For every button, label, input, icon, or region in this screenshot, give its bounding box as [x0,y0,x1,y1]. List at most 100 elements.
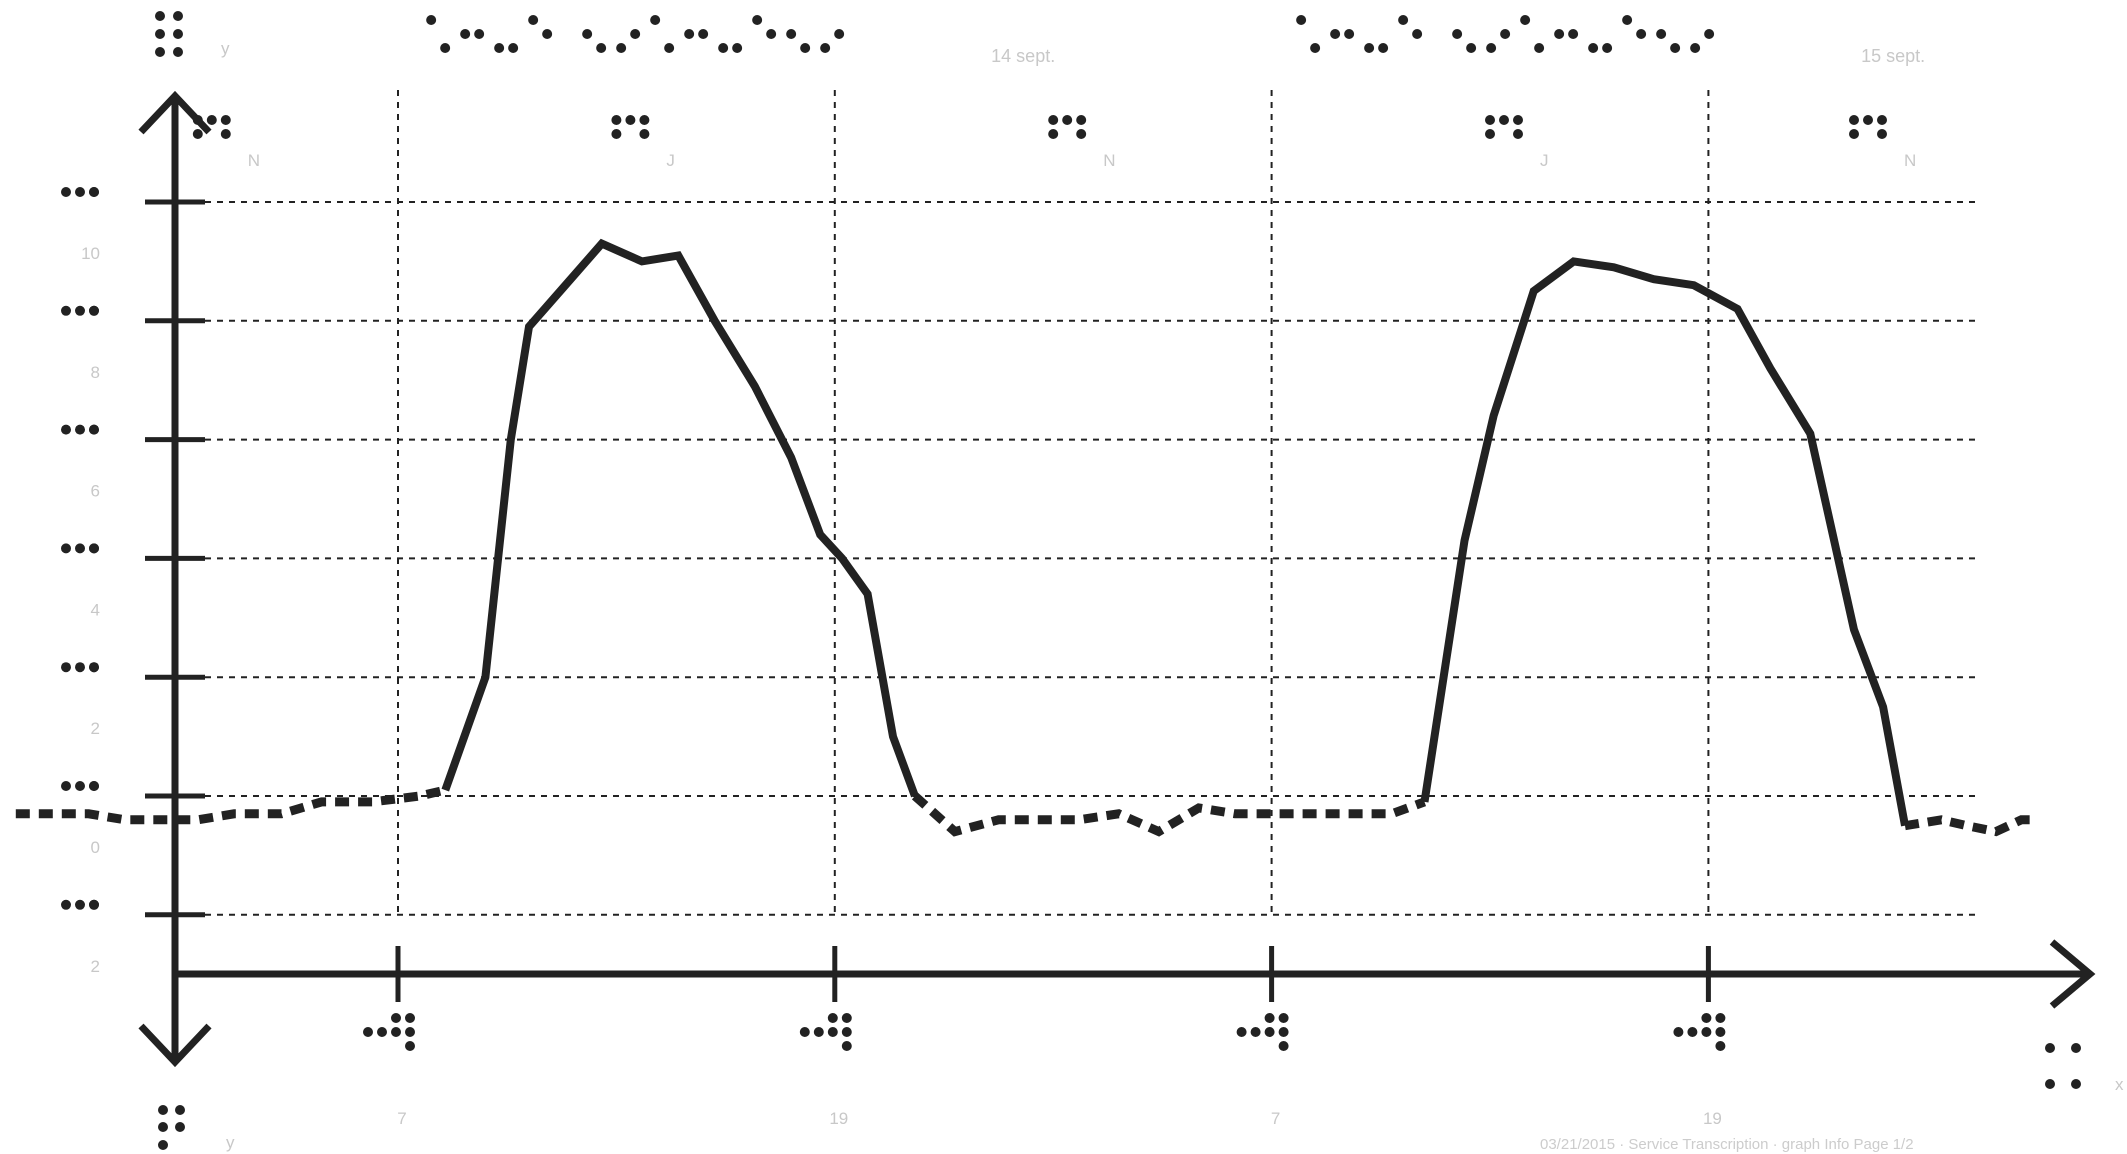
braille-dot [1636,29,1647,39]
braille-dot [1715,1027,1726,1037]
braille-dot [630,29,641,39]
braille-dot [1715,1041,1726,1051]
braille-dot [1690,43,1701,53]
x-axis-title: x [2115,1075,2124,1094]
braille-dot [1670,43,1681,53]
series-line-solid [441,238,919,798]
braille-dot [173,29,183,39]
braille-dot [1704,29,1715,39]
braille-dot [582,29,593,39]
x-tick-label: 7 [1271,1109,1280,1128]
braille-dot [2045,1043,2055,1053]
braille-dot [155,11,165,21]
braille-dot [89,662,99,673]
braille-dot [158,1122,168,1132]
period-label: J [666,151,675,170]
braille-dot [1378,43,1389,53]
braille-dot [89,543,99,554]
braille-dot [1534,43,1545,53]
braille-dot [799,1027,810,1037]
braille-dot [75,187,85,197]
braille-dot [684,29,695,39]
braille-dot [391,1013,401,1023]
braille-dot [1062,115,1073,125]
braille-dots [61,11,2081,1150]
braille-dot [1398,15,1409,25]
date-label: 14 sept. [991,46,1055,66]
braille-dot [206,115,217,125]
braille-dot [1310,43,1321,53]
y-axis-title-bottom: y [226,1133,235,1152]
braille-dot [827,1013,838,1023]
braille-dot [2045,1079,2055,1089]
braille-dot [89,781,99,791]
y-axis-title: y [221,39,230,58]
x-tick-label: 19 [1703,1109,1722,1128]
braille-dot [800,43,811,53]
braille-dot [639,129,650,139]
braille-dot [175,1122,185,1132]
braille-dot [732,43,743,53]
braille-dot [460,29,471,39]
braille-dot [1485,129,1495,139]
braille-dot [494,43,505,53]
braille-dot [611,115,622,125]
braille-dot [542,29,553,39]
braille-dot [89,187,99,197]
series-line-dashed [15,785,447,825]
y-tick-label: 8 [91,363,100,382]
y-tick-label: 6 [91,482,100,501]
series-line-dashed [911,792,1427,837]
braille-dot [173,47,183,57]
braille-dot [192,129,203,139]
braille-dot [1568,29,1579,39]
braille-dot [1622,15,1633,25]
braille-dot [1513,115,1523,125]
series-line-solid [1420,257,1909,827]
braille-dot [75,543,85,554]
braille-dot [61,187,71,197]
braille-dot [1250,1027,1261,1037]
braille-dot [718,43,729,53]
braille-dot [158,1105,168,1115]
period-label: N [1103,151,1115,170]
braille-dot [155,47,165,57]
braille-dot [508,43,519,53]
braille-dot [158,1140,168,1150]
braille-dot [391,1027,401,1037]
braille-dot [698,29,709,39]
y-tick-label: 2 [91,719,100,738]
braille-dot [1076,115,1087,125]
braille-dot [616,43,627,53]
braille-dot [426,15,437,25]
braille-dot [1236,1027,1247,1037]
braille-dot [596,43,607,53]
braille-dot [1701,1013,1712,1023]
y-tick-label: 4 [91,600,100,619]
braille-dot [405,1013,415,1023]
braille-dot [813,1027,824,1037]
braille-dot [786,29,797,39]
x-tick-label: 7 [397,1109,406,1128]
braille-dot [639,115,650,125]
braille-dot [625,115,636,125]
data-series [15,238,2036,837]
braille-dot [1048,129,1059,139]
braille-dot [1048,115,1059,125]
braille-dot [827,1027,838,1037]
braille-dot [61,543,71,554]
braille-dot [1656,29,1667,39]
braille-dot [834,29,845,39]
braille-dot [1278,1041,1289,1051]
braille-dot [2071,1079,2081,1089]
braille-dot [1330,29,1341,39]
braille-dot [1296,15,1307,25]
braille-dot [528,15,539,25]
braille-dot [1687,1027,1698,1037]
braille-dot [474,29,485,39]
braille-dot [405,1041,415,1051]
braille-dot [155,29,165,39]
braille-dot [1344,29,1355,39]
braille-dot [61,781,71,791]
braille-dot [220,129,231,139]
